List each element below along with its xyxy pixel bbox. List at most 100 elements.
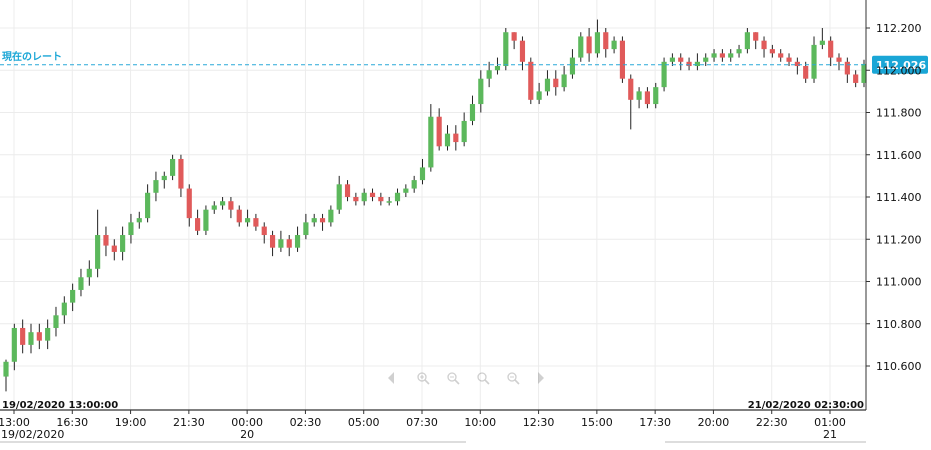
candle-body bbox=[444, 133, 451, 147]
y-tick-label: 111.400 bbox=[876, 191, 922, 204]
candle-body bbox=[461, 120, 467, 143]
candle-body bbox=[411, 180, 417, 189]
candle bbox=[328, 205, 334, 227]
candles bbox=[3, 19, 867, 392]
pan-right-icon[interactable] bbox=[538, 372, 544, 384]
candle bbox=[569, 49, 576, 79]
candle bbox=[211, 201, 217, 214]
candle-body bbox=[211, 205, 217, 210]
candle bbox=[244, 209, 251, 227]
candle-body bbox=[744, 32, 750, 50]
candle bbox=[120, 226, 126, 261]
candle bbox=[728, 49, 734, 62]
candle-body bbox=[128, 222, 134, 236]
zoom-out-icon[interactable] bbox=[447, 372, 460, 385]
candle bbox=[836, 53, 842, 71]
candle-body bbox=[344, 184, 351, 197]
candle bbox=[511, 32, 517, 50]
range-end-label: 21/02/2020 02:30:00 bbox=[748, 400, 864, 411]
y-tick-label: 111.600 bbox=[876, 149, 922, 162]
candle bbox=[86, 260, 92, 286]
zoom-reset-icon[interactable] bbox=[507, 372, 520, 385]
candle-body bbox=[103, 235, 109, 246]
candle bbox=[478, 70, 484, 113]
candle-body bbox=[236, 209, 242, 223]
candle-body bbox=[453, 133, 459, 143]
x-tick-label: 16:30 bbox=[56, 416, 88, 429]
candle bbox=[694, 53, 700, 71]
candle bbox=[736, 44, 742, 58]
candle-body bbox=[561, 74, 567, 88]
candle-body bbox=[153, 180, 159, 193]
candle-body bbox=[844, 61, 850, 75]
x-tick-label: 12:30 bbox=[523, 416, 555, 429]
x-tick-label: 01:00 bbox=[814, 416, 846, 429]
candle bbox=[228, 197, 234, 219]
x-date-label: 20 bbox=[240, 428, 254, 441]
candle bbox=[719, 49, 725, 62]
candle bbox=[203, 205, 209, 236]
candle bbox=[269, 230, 276, 257]
candle bbox=[36, 323, 42, 350]
candle-body bbox=[686, 61, 692, 67]
candle-body bbox=[694, 61, 700, 67]
candle-body bbox=[644, 91, 650, 105]
candle-body bbox=[586, 36, 592, 54]
candle bbox=[828, 36, 834, 67]
candle-body bbox=[278, 239, 284, 248]
candle bbox=[844, 57, 850, 83]
x-tick-label: 07:30 bbox=[406, 416, 438, 429]
candle bbox=[561, 66, 567, 92]
candle-body bbox=[778, 53, 784, 58]
candle bbox=[611, 36, 617, 54]
candle bbox=[236, 205, 242, 227]
candle-body bbox=[603, 32, 609, 50]
candle bbox=[769, 44, 775, 58]
candle bbox=[303, 213, 309, 240]
candle bbox=[103, 226, 109, 257]
candle-body bbox=[419, 167, 426, 181]
candle bbox=[20, 319, 26, 354]
candle-body bbox=[195, 218, 201, 231]
candle-body bbox=[794, 61, 800, 67]
candle bbox=[286, 235, 292, 257]
candle-body bbox=[328, 209, 334, 223]
candle bbox=[311, 213, 317, 227]
candle bbox=[61, 296, 67, 324]
candle bbox=[220, 197, 226, 210]
x-tick-label: 21:30 bbox=[173, 416, 205, 429]
candle-body bbox=[819, 40, 825, 45]
candle bbox=[128, 213, 134, 244]
candle bbox=[411, 175, 417, 193]
candle-body bbox=[494, 66, 501, 71]
candle bbox=[503, 28, 509, 71]
zoom-fit-icon[interactable] bbox=[477, 372, 490, 385]
pan-left-icon[interactable] bbox=[388, 372, 394, 384]
y-axis: 112.200 112.000 111.800 111.600 111.400 111.2… bbox=[865, 0, 922, 410]
x-tick-label: 19:00 bbox=[115, 416, 147, 429]
candle bbox=[486, 61, 492, 88]
candle bbox=[753, 32, 759, 50]
zoom-toolbar[interactable] bbox=[388, 372, 544, 385]
candle-body bbox=[761, 40, 767, 50]
candle-body bbox=[269, 235, 276, 248]
zoom-in-icon[interactable] bbox=[417, 372, 430, 385]
candle bbox=[703, 53, 709, 67]
range-start-label: 19/02/2020 13:00:00 bbox=[2, 400, 118, 411]
candle bbox=[45, 319, 51, 350]
candle-body bbox=[653, 87, 659, 105]
x-tick-label: 20:00 bbox=[698, 416, 730, 429]
candle-body bbox=[261, 226, 267, 236]
candle-body bbox=[369, 192, 376, 197]
candle-body bbox=[95, 235, 101, 269]
x-date-label: 21 bbox=[823, 428, 837, 441]
y-tick-label: 111.200 bbox=[876, 233, 922, 246]
candle-body bbox=[136, 218, 142, 223]
candle bbox=[278, 230, 284, 252]
candle-body bbox=[553, 78, 559, 88]
candle-body bbox=[811, 44, 817, 79]
candle bbox=[153, 171, 159, 202]
candle bbox=[145, 184, 151, 223]
